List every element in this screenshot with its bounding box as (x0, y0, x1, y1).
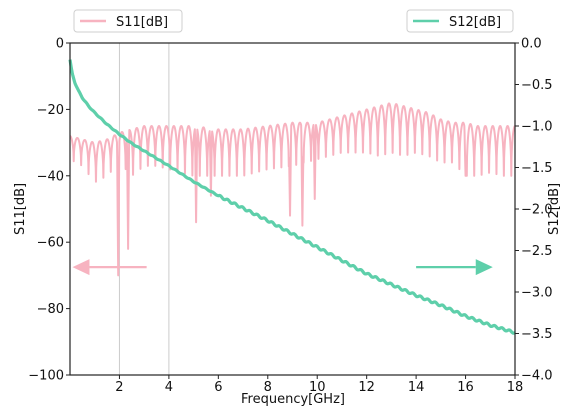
s11-series (69, 102, 516, 277)
right-tick-label: −3.5 (521, 327, 553, 342)
left-tick-label: −20 (37, 103, 64, 118)
x-tick-label: 4 (165, 380, 173, 395)
legend-s11: S11[dB] (73, 9, 183, 33)
x-tick-label: 8 (264, 380, 272, 395)
x-axis-ticks: 2 4 6 8 10 12 14 16 18 (115, 375, 523, 395)
left-tick-label: −40 (37, 169, 64, 184)
arrow-head (475, 259, 493, 276)
left-tick-label: −80 (37, 302, 64, 317)
x-tick-label: 12 (358, 380, 375, 395)
arrow-left (72, 259, 147, 276)
left-axis-ticks: 0 −20 −40 −60 −80 −100 (28, 37, 70, 384)
left-axis-label: S11[dB] (13, 183, 28, 235)
right-tick-label: −2.0 (521, 203, 553, 218)
x-tick-label: 18 (507, 380, 524, 395)
s12-series (68, 59, 517, 335)
x-tick-label: 6 (214, 380, 222, 395)
left-tick-label: −100 (28, 369, 64, 384)
legend-s11-box (73, 9, 183, 33)
arrow-right (416, 259, 493, 276)
right-tick-label: −1.0 (521, 120, 553, 135)
axis-arrows (72, 259, 493, 276)
legend-s11-label: S11[dB] (116, 15, 168, 30)
right-tick-label: −4.0 (521, 369, 553, 384)
right-tick-label: −2.5 (521, 244, 553, 259)
right-tick-label: −0.5 (521, 78, 553, 93)
arrow-head (72, 259, 90, 276)
legend-s12-box (406, 9, 514, 33)
x-tick-label: 14 (408, 380, 425, 395)
x-tick-label: 16 (457, 380, 474, 395)
s12-line (68, 59, 517, 335)
legend-s12: S12[dB] (406, 9, 514, 33)
right-tick-label: 0.0 (521, 37, 542, 52)
legend-s12-label: S12[dB] (449, 15, 501, 30)
x-tick-label: 2 (115, 380, 123, 395)
x-axis-label: Frequency[GHz] (241, 392, 345, 407)
right-tick-label: −3.0 (521, 286, 553, 301)
x-tick-label: 10 (309, 380, 326, 395)
s11-line (69, 102, 516, 277)
left-tick-label: 0 (56, 37, 64, 52)
right-axis-label: S12[dB] (547, 183, 562, 235)
right-tick-label: −1.5 (521, 161, 553, 176)
left-tick-label: −60 (37, 236, 64, 251)
right-axis-ticks: 0.0 −0.5 −1.0 −1.5 −2.0 −2.5 −3.0 −3.5 −4.0 (515, 37, 553, 384)
